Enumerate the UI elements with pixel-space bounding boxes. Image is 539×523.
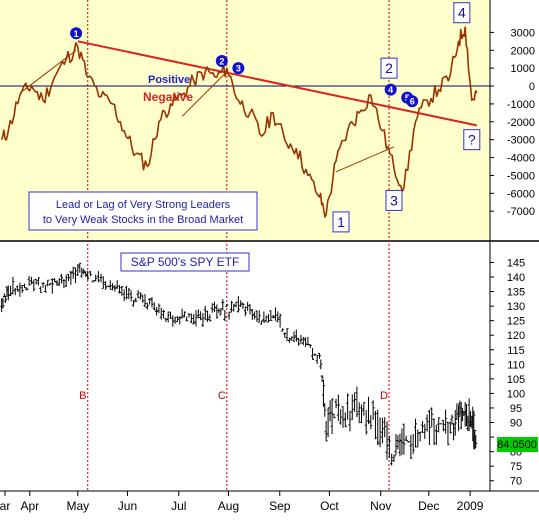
- bottom-ytick-label: 125: [507, 316, 525, 328]
- zero-label-positive: Positive: [148, 74, 190, 86]
- bottom-ytick-label: 75: [510, 461, 522, 473]
- box-marker-label-2: 3: [390, 192, 398, 208]
- box-marker-0: [332, 211, 350, 233]
- box-marker-4: [463, 129, 481, 151]
- bottom-panel-plot: [0, 262, 478, 466]
- top-ytick-label: -3000: [507, 135, 535, 147]
- bottom-ytick-label: 115: [507, 345, 525, 357]
- vline-label-c: C: [218, 390, 226, 402]
- top-ytick-label: -2000: [507, 117, 535, 129]
- spy-title: S&P 500's SPY ETF: [131, 255, 240, 269]
- last-value-box: [497, 437, 538, 452]
- xtick-label: Sep: [269, 499, 291, 513]
- xtick-label: 2009: [457, 499, 484, 513]
- vertical-guides: B C D: [79, 0, 390, 491]
- top-ytick-label: 3000: [511, 27, 535, 39]
- circle-marker-6: [406, 95, 419, 108]
- last-value-label: 84.0500: [497, 439, 537, 451]
- zero-label-negative: Negative: [143, 90, 193, 104]
- bottom-ytick-label: 120: [507, 330, 525, 342]
- box-marker-1: [380, 57, 398, 79]
- top-ytick-label: -7000: [507, 206, 535, 218]
- bottom-ytick-label: 145: [507, 257, 525, 269]
- bottom-ytick-label: 70: [510, 476, 522, 488]
- vline-label-b: B: [79, 390, 86, 402]
- xtick-label: Jun: [118, 499, 137, 513]
- top-panel-plot: 1234561234?: [0, 2, 490, 233]
- top-ytick-label: -4000: [507, 153, 535, 165]
- top-ytick-label: 2000: [511, 45, 535, 57]
- circle-marker-label-4: 4: [388, 85, 393, 95]
- annotation-line-2: to Very Weak Stocks in the Broad Market: [43, 214, 243, 226]
- bottom-ytick-label: 135: [507, 287, 525, 299]
- box-marker-3: [453, 2, 471, 24]
- bottom-ytick-label: 105: [507, 374, 525, 386]
- circle-marker-label-6: 6: [410, 97, 415, 107]
- box-marker-label-0: 1: [337, 214, 345, 230]
- annotation-box: [28, 191, 258, 231]
- box-marker-label-4: ?: [468, 132, 476, 148]
- trendline-main: [77, 40, 477, 127]
- xtick-label: ar: [0, 499, 10, 513]
- xtick-label: May: [66, 499, 89, 513]
- circle-marker-1: [70, 27, 83, 40]
- vline-label-d: D: [380, 390, 388, 402]
- annotation-line-1: Lead or Lag of Very Strong Leaders: [56, 199, 231, 211]
- top-ytick-label: -6000: [507, 188, 535, 200]
- xtick-label: Nov: [370, 499, 391, 513]
- axis-labels: 3000 2000 1000 0 -1000 -2000 -3000 -4000 -5000 -6…: [0, 27, 535, 513]
- circle-marker-3: [232, 62, 245, 75]
- bottom-ytick-label: 95: [510, 403, 522, 415]
- annotations: Lead or Lag of Very Strong Leaders to Ve…: [28, 74, 538, 452]
- top-ytick-label: -1000: [507, 99, 535, 111]
- circle-marker-4: [384, 83, 397, 96]
- box-marker-label-1: 2: [385, 60, 393, 76]
- top-ytick-label: 0: [529, 81, 535, 93]
- circle-marker-label-3: 3: [236, 64, 241, 74]
- top-ytick-label: -5000: [507, 170, 535, 182]
- trendline-rise-2: [181, 71, 228, 117]
- box-marker-label-3: 4: [458, 5, 466, 21]
- bottom-ytick-label: 110: [507, 359, 525, 371]
- xtick-label: Aug: [218, 499, 239, 513]
- xtick-label: Jul: [171, 499, 186, 513]
- xtick-label: Apr: [20, 499, 39, 513]
- circle-marker-label-2: 2: [219, 57, 224, 67]
- xtick-label: Oct: [320, 499, 339, 513]
- series-line: [0, 26, 478, 218]
- top-ytick-label: 1000: [511, 63, 535, 75]
- bottom-ytick-label: 140: [507, 272, 525, 284]
- box-marker-2: [385, 189, 403, 211]
- right-axis-background: [490, 0, 539, 518]
- bottom-ytick-label: 100: [507, 388, 525, 400]
- trendline-rise-3: [335, 146, 395, 173]
- xtick-label: Dec: [418, 499, 439, 513]
- spy-title-box: [120, 252, 250, 272]
- bottom-ytick-label: 90: [510, 418, 522, 430]
- circle-marker-2: [215, 55, 228, 67]
- bottom-ytick-label: 130: [507, 301, 525, 313]
- circle-marker-label-1: 1: [74, 29, 79, 39]
